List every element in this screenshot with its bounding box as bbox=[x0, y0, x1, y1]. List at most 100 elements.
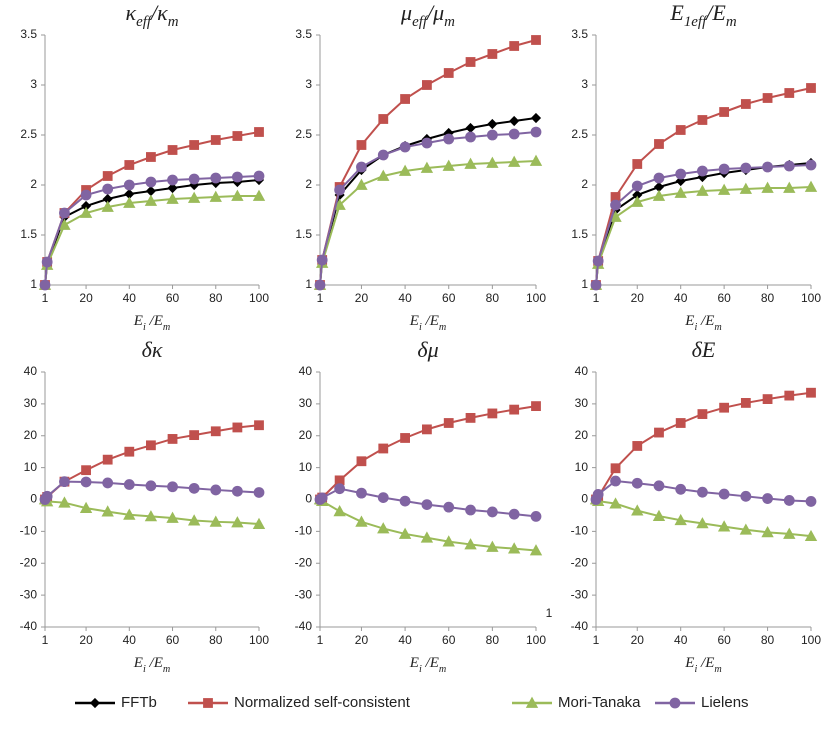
y-tick-label: 1 bbox=[305, 277, 312, 291]
x-tick-label: 80 bbox=[761, 633, 775, 647]
data-point bbox=[486, 540, 499, 552]
stray-text: 1 bbox=[546, 606, 553, 620]
data-point bbox=[210, 484, 222, 496]
y-tick-label: 3 bbox=[581, 77, 588, 91]
data-point bbox=[509, 404, 520, 415]
data-point bbox=[674, 186, 687, 198]
data-point bbox=[188, 173, 200, 185]
data-point bbox=[232, 422, 243, 433]
y-tick-label: 2.5 bbox=[20, 127, 37, 141]
data-point bbox=[739, 523, 753, 535]
x-axis-label-part: m bbox=[439, 322, 446, 333]
data-point bbox=[654, 427, 664, 438]
y-tick-label: 3.5 bbox=[571, 27, 588, 41]
x-axis-label-part: /E bbox=[146, 655, 163, 671]
x-axis-label-part: /E bbox=[697, 655, 714, 671]
data-point bbox=[718, 488, 730, 500]
data-point bbox=[443, 68, 454, 78]
data-point bbox=[675, 483, 687, 495]
chart-title: κeff/κm bbox=[126, 0, 179, 30]
data-point bbox=[189, 140, 200, 150]
x-axis-label-part: E bbox=[409, 313, 419, 329]
data-point bbox=[334, 184, 346, 196]
data-point bbox=[334, 483, 346, 495]
x-tick-label: 80 bbox=[209, 633, 223, 647]
x-tick-label: 1 bbox=[42, 291, 49, 305]
legend-marker bbox=[669, 697, 681, 709]
y-tick-label: 1 bbox=[581, 277, 588, 291]
chart-title-part: m bbox=[168, 14, 179, 30]
x-tick-label: 80 bbox=[761, 291, 775, 305]
data-point bbox=[697, 165, 708, 177]
data-point bbox=[356, 487, 367, 499]
data-point bbox=[486, 129, 498, 141]
data-point bbox=[187, 514, 201, 526]
data-point bbox=[399, 495, 411, 507]
data-point bbox=[254, 127, 264, 137]
data-point bbox=[590, 279, 602, 291]
data-point bbox=[697, 486, 708, 498]
x-tick-label: 100 bbox=[801, 633, 821, 647]
y-tick-label: 3 bbox=[30, 77, 37, 91]
x-axis-label-part: E bbox=[133, 313, 143, 329]
data-point bbox=[58, 496, 71, 508]
x-axis-label-part: i bbox=[694, 322, 697, 333]
data-point bbox=[254, 420, 264, 431]
data-point bbox=[761, 526, 774, 538]
data-point bbox=[486, 506, 498, 518]
data-point bbox=[187, 191, 201, 203]
legend-marker bbox=[525, 696, 539, 708]
data-point bbox=[421, 499, 433, 511]
chart-title: δκ bbox=[142, 337, 163, 362]
data-point bbox=[465, 131, 476, 143]
data-point bbox=[805, 496, 817, 507]
data-point bbox=[740, 398, 751, 408]
data-point bbox=[146, 440, 156, 451]
y-tick-label: -10 bbox=[20, 524, 38, 538]
data-point bbox=[123, 479, 135, 490]
x-tick-label: 80 bbox=[486, 633, 500, 647]
data-point bbox=[146, 152, 156, 162]
data-point bbox=[80, 189, 92, 201]
x-axis-label-part: /E bbox=[697, 313, 714, 329]
x-tick-label: 80 bbox=[209, 291, 223, 305]
data-point bbox=[102, 477, 114, 489]
data-point bbox=[610, 475, 621, 487]
data-point bbox=[355, 515, 368, 527]
y-tick-label: -10 bbox=[295, 524, 313, 538]
data-point bbox=[231, 485, 243, 497]
data-point bbox=[443, 418, 454, 428]
y-tick-label: 2.5 bbox=[571, 127, 588, 141]
data-point bbox=[508, 155, 521, 167]
y-tick-label: -30 bbox=[20, 587, 38, 601]
data-point bbox=[652, 509, 666, 521]
data-point bbox=[79, 501, 93, 514]
data-point bbox=[762, 161, 773, 173]
x-tick-label: 40 bbox=[674, 291, 688, 305]
data-point bbox=[761, 181, 774, 193]
x-axis-label-part: m bbox=[714, 322, 721, 333]
data-point bbox=[740, 99, 751, 109]
x-axis-label-part: /E bbox=[146, 313, 163, 329]
x-tick-label: 20 bbox=[79, 291, 93, 305]
x-tick-label: 60 bbox=[717, 633, 731, 647]
x-tick-label: 20 bbox=[355, 291, 369, 305]
data-point bbox=[762, 394, 773, 404]
chart-title-part: δE bbox=[692, 337, 716, 362]
data-point bbox=[653, 172, 665, 184]
y-tick-label: -20 bbox=[295, 555, 313, 569]
data-point bbox=[442, 535, 455, 547]
y-tick-label: 30 bbox=[575, 396, 589, 410]
y-tick-label: 10 bbox=[299, 460, 313, 474]
data-point bbox=[631, 180, 643, 192]
x-tick-label: 100 bbox=[801, 291, 821, 305]
series-line bbox=[319, 405, 537, 501]
legend-marker bbox=[203, 698, 213, 708]
data-point bbox=[253, 170, 265, 182]
data-point bbox=[529, 154, 543, 166]
y-tick-label: 0 bbox=[305, 492, 312, 506]
data-point bbox=[59, 207, 70, 219]
data-point bbox=[39, 279, 51, 291]
data-point bbox=[806, 83, 816, 93]
